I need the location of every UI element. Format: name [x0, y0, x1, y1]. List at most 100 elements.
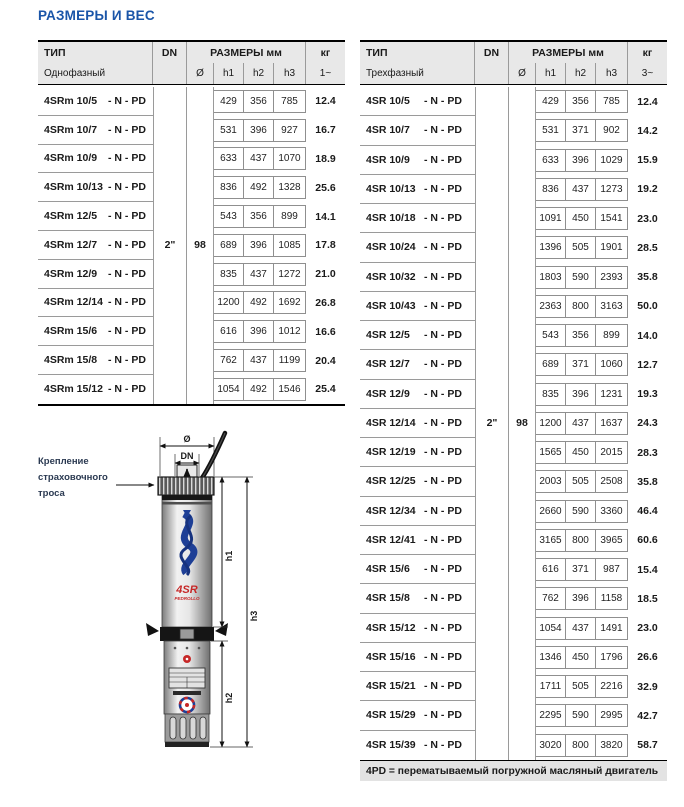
brand-logo: PEDROLLO	[174, 596, 200, 601]
diameter-value: 98	[187, 230, 214, 260]
h2-value: 590	[566, 704, 596, 728]
table-row: 4SR 10/24 - N - PD 1396 505 1901 28.5	[360, 233, 667, 263]
diameter-dim-label: Ø	[183, 434, 190, 444]
table-body: 4SR 10/5 - N - PD 429 356 785 12.4 4SR 1…	[360, 85, 667, 762]
table-row: 4SRm 12/9 - N - PD 835 437 1272 21.0	[38, 259, 345, 289]
pump-type-cell: 4SRm 10/9 - N - PD	[38, 145, 153, 174]
pump-suffix: - N - PD	[108, 354, 146, 367]
h2-value: 450	[566, 207, 596, 231]
phase-symbol: 1~	[319, 68, 332, 79]
h1-value: 1803	[536, 265, 566, 289]
h2-value: 590	[566, 499, 596, 523]
dn-value	[475, 291, 509, 321]
intake-arrow-right-icon	[215, 623, 228, 636]
col-dn-header: DN	[475, 42, 509, 63]
h1-value: 616	[214, 320, 244, 344]
pump-type-cell: 4SR 15/39 - N - PD	[360, 731, 475, 760]
dn-value	[153, 173, 187, 203]
h1-value: 1711	[536, 675, 566, 699]
h1-dim-label: h1	[224, 551, 234, 562]
h2-value: 396	[566, 587, 596, 611]
h2-value: 356	[244, 89, 274, 113]
table-row: 4SRm 12/7 - N - PD 2" 98 689 396 1085 17…	[38, 230, 345, 260]
weight-value: 19.2	[637, 183, 658, 196]
h1-value: 531	[214, 118, 244, 142]
table-row: 4SRm 10/9 - N - PD 633 437 1070 18.9	[38, 144, 345, 174]
pump-model: 4SR 12/25	[366, 475, 416, 488]
pump-type-cell: 4SR 12/34 - N - PD	[360, 497, 475, 526]
body-top-band-2	[162, 502, 212, 505]
pump-type-cell: 4SR 15/6 - N - PD	[360, 555, 475, 585]
h3-value: 1796	[596, 645, 628, 669]
dn-value	[475, 584, 509, 614]
h3-value: 1273	[596, 177, 628, 201]
table-row: 4SR 12/41 - N - PD 3165 800 3965 60.6	[360, 525, 667, 555]
h3-subheader: h3	[274, 63, 306, 84]
h1-subheader: h1	[214, 63, 244, 84]
weight-value: 23.0	[637, 212, 658, 225]
col-kg-header: кг	[320, 46, 331, 59]
table-row: 4SR 12/34 - N - PD 2660 590 3360 46.4	[360, 496, 667, 526]
diameter-value	[509, 438, 536, 468]
pump-suffix: - N - PD	[424, 182, 462, 195]
pump-model: 4SR 15/8	[366, 592, 410, 605]
diameter-value	[187, 87, 214, 116]
h1-value: 835	[214, 262, 244, 286]
dn-value	[475, 525, 509, 555]
h2-subheader: h2	[244, 63, 274, 84]
weight-value: 24.3	[637, 417, 658, 430]
h3-value: 1491	[596, 616, 628, 640]
dn-value	[153, 288, 187, 318]
diameter-value	[509, 204, 536, 234]
diameter-value	[187, 202, 214, 231]
weight-value: 50.0	[637, 300, 658, 313]
pump-model: 4SR 10/24	[366, 241, 416, 254]
dn-value	[475, 174, 509, 204]
pump-type-cell: 4SR 12/5 - N - PD	[360, 321, 475, 351]
h2-value: 505	[566, 675, 596, 699]
pump-type-cell: 4SR 15/16 - N - PD	[360, 643, 475, 672]
h1-value: 1054	[214, 377, 244, 401]
pump-suffix: - N - PD	[108, 325, 146, 338]
pump-suffix: - N - PD	[108, 123, 146, 136]
diameter-value	[509, 321, 536, 351]
h2-value: 356	[566, 324, 596, 348]
pump-model: 4SR 15/39	[366, 739, 416, 752]
weight-value: 42.7	[637, 709, 658, 722]
rib	[189, 716, 197, 740]
pump-type-cell: 4SR 10/18 - N - PD	[360, 204, 475, 234]
h2-value: 396	[244, 320, 274, 344]
h2-value: 505	[566, 236, 596, 260]
pump-suffix: - N - PD	[424, 416, 462, 429]
pump-model: 4SRm 10/13	[44, 181, 103, 194]
motor-logo-center	[185, 703, 189, 707]
pump-model: 4SR 10/9	[366, 153, 410, 166]
table-row: 4SR 12/19 - N - PD 1565 450 2015 28.3	[360, 438, 667, 468]
motor-dot	[173, 646, 177, 650]
pump-suffix: - N - PD	[424, 124, 462, 137]
pump-type-cell: 4SR 12/9 - N - PD	[360, 380, 475, 409]
pump-suffix: - N - PD	[424, 329, 462, 342]
table-row: 4SR 10/9 - N - PD 633 396 1029 15.9	[360, 145, 667, 175]
weight-value: 46.4	[637, 505, 658, 518]
h1-value: 633	[536, 148, 566, 172]
weight-value: 20.4	[315, 354, 336, 367]
weight-value: 16.6	[315, 325, 336, 338]
h3-value: 899	[274, 205, 306, 229]
pump-suffix: - N - PD	[424, 241, 462, 254]
h1-value: 836	[536, 177, 566, 201]
col-sizes-header: РАЗМЕРЫ мм	[187, 42, 306, 63]
col-type-header: ТИП	[38, 42, 153, 63]
pump-suffix: - N - PD	[108, 210, 146, 223]
pump-suffix: - N - PD	[108, 296, 146, 309]
weight-value: 17.8	[315, 239, 336, 252]
diameter-value	[509, 467, 536, 497]
header-row-1: ТИП DN РАЗМЕРЫ мм кг	[38, 42, 345, 63]
pump-model: 4SR 12/41	[366, 533, 416, 546]
h2-value: 437	[244, 147, 274, 171]
pump-model: 4SRm 12/9	[44, 267, 98, 280]
safety-cable-label: Крепление страховочного троса	[38, 456, 108, 499]
h3-value: 987	[596, 558, 628, 582]
diameter-value	[509, 701, 536, 731]
dn-value	[475, 87, 509, 117]
